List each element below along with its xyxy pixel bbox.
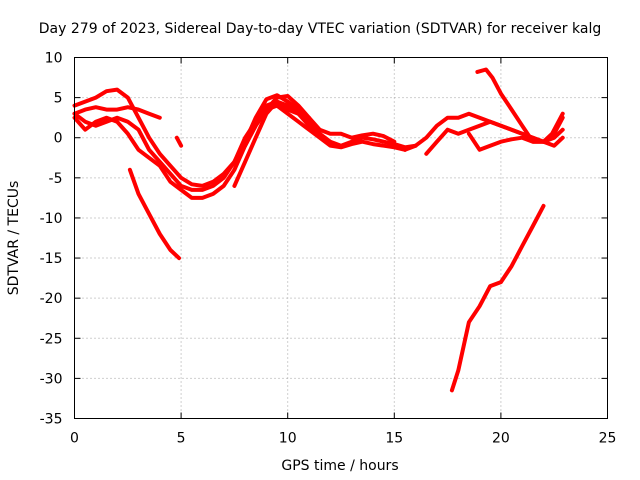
series-line-arc-7 bbox=[174, 135, 184, 148]
series-line-arc-9 bbox=[403, 111, 565, 152]
series-line-arc-13 bbox=[449, 203, 546, 393]
y-axis-label: SDTVAR / TECUs bbox=[6, 181, 22, 296]
y-tick-label: -20 bbox=[40, 291, 63, 307]
y-tick-label: -5 bbox=[49, 171, 63, 187]
series-line-arc-5 bbox=[232, 99, 418, 188]
plot-frame bbox=[74, 57, 608, 419]
x-tick-label: 10 bbox=[279, 431, 297, 447]
chart-title: Day 279 of 2023, Sidereal Day-to-day VTE… bbox=[39, 21, 601, 37]
series-line-arc-3 bbox=[72, 105, 162, 120]
series-line-arc-4 bbox=[72, 103, 407, 200]
x-tick-label: 25 bbox=[599, 431, 617, 447]
y-tick-label: -15 bbox=[40, 251, 63, 267]
y-tick-label: -30 bbox=[40, 371, 63, 387]
tick-marks bbox=[74, 57, 608, 419]
x-axis-label: GPS time / hours bbox=[281, 458, 398, 474]
series-line-arc-1 bbox=[72, 87, 311, 188]
x-tick-label: 5 bbox=[177, 431, 186, 447]
x-tick-label: 15 bbox=[385, 431, 403, 447]
y-tick-label: 5 bbox=[54, 91, 63, 107]
series-group bbox=[72, 67, 565, 393]
series-line-arc-6 bbox=[232, 94, 397, 164]
y-tick-label: -10 bbox=[40, 211, 63, 227]
series-line-arc-12 bbox=[475, 67, 565, 144]
x-tick-label: 0 bbox=[70, 431, 79, 447]
series-line-arc-8 bbox=[127, 167, 181, 261]
y-tick-label: 0 bbox=[54, 131, 63, 147]
series-line-arc-2 bbox=[72, 99, 322, 192]
y-tick-label: 10 bbox=[45, 51, 63, 67]
y-tick-label: -35 bbox=[40, 412, 63, 428]
y-tick-label: -25 bbox=[40, 331, 63, 347]
tick-labels: 0 5 10 15 20 25 -35 -30 -25 -20 -15 -10 -5 0 5 10 bbox=[40, 51, 617, 447]
x-tick-label: 20 bbox=[492, 431, 510, 447]
